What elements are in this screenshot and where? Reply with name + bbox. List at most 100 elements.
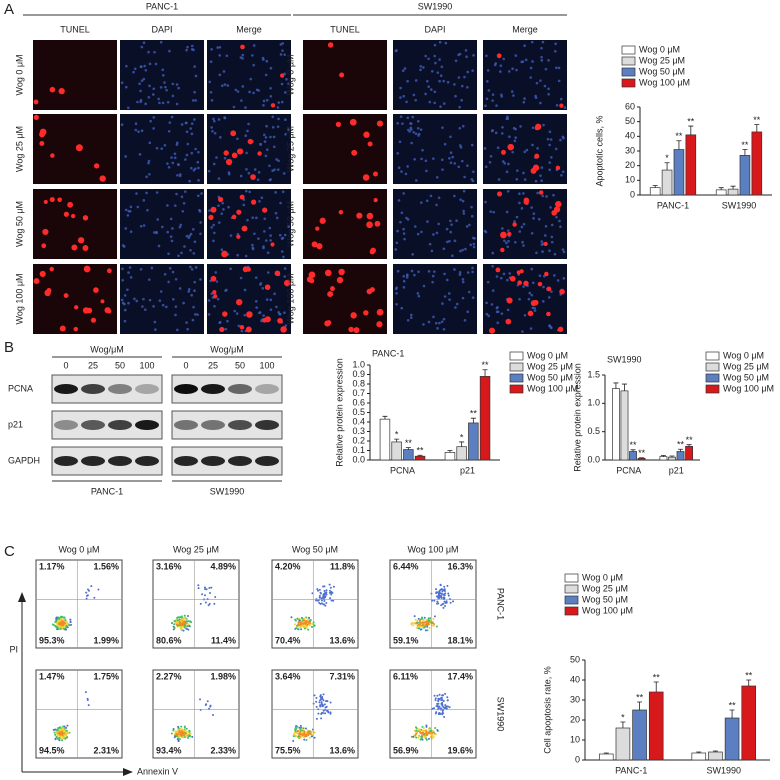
- nucleus: [227, 172, 231, 176]
- nucleus: [518, 297, 521, 301]
- flow-event: [440, 594, 443, 597]
- flow-event: [421, 734, 424, 737]
- y-tick-label: 0.5: [352, 407, 365, 417]
- nucleus: [210, 126, 213, 129]
- flow-event: [318, 601, 321, 604]
- flow-event: [59, 733, 62, 736]
- flow-event: [309, 730, 312, 733]
- nucleus: [416, 292, 420, 295]
- flow-event: [197, 584, 200, 587]
- flow-event: [56, 622, 59, 625]
- flow-event: [429, 729, 432, 732]
- significance: **: [630, 440, 638, 450]
- nucleus: [413, 225, 417, 228]
- nucleus: [216, 46, 219, 49]
- flow-event: [296, 732, 299, 735]
- flow-event: [66, 623, 69, 626]
- nucleus: [283, 53, 286, 56]
- flow-event: [189, 735, 192, 738]
- nucleus: [449, 161, 453, 165]
- nucleus: [185, 48, 188, 52]
- tunel-cell: [59, 325, 66, 332]
- flow-event: [306, 618, 309, 621]
- flow-event: [204, 588, 207, 591]
- blot-band: [174, 384, 198, 394]
- micrograph: [393, 40, 477, 110]
- nucleus: [240, 99, 243, 102]
- nucleus: [276, 106, 280, 109]
- flow-event: [297, 623, 300, 626]
- flow-event: [428, 730, 431, 733]
- y-tick-label: 0.4: [352, 416, 365, 426]
- nucleus: [199, 221, 202, 224]
- nucleus: [123, 302, 126, 306]
- nucleus: [426, 79, 429, 83]
- nucleus: [396, 121, 399, 125]
- tunel-cell: [106, 309, 112, 314]
- nucleus: [139, 89, 142, 93]
- nucleus: [521, 330, 524, 333]
- tunel-cell: [348, 326, 354, 333]
- nucleus: [471, 296, 475, 299]
- nucleus: [458, 271, 462, 274]
- flow-event: [296, 628, 299, 631]
- bar: [727, 188, 739, 196]
- flow-event: [54, 737, 57, 740]
- flow-event: [300, 728, 303, 731]
- nucleus: [544, 224, 548, 228]
- nucleus: [500, 93, 503, 97]
- flow-event: [179, 621, 182, 624]
- nucleus: [281, 190, 285, 194]
- tunel-cell: [559, 103, 564, 108]
- tunel-cell: [507, 143, 515, 151]
- significance: **: [687, 116, 695, 126]
- nucleus: [207, 169, 211, 173]
- nucleus: [215, 156, 218, 159]
- flow-event: [173, 733, 176, 736]
- nucleus: [174, 313, 177, 317]
- error-bar: [686, 444, 692, 447]
- nucleus: [547, 59, 550, 62]
- nucleus: [544, 67, 548, 71]
- nucleus: [276, 125, 280, 129]
- nucleus: [167, 252, 170, 256]
- nucleus: [252, 44, 256, 47]
- nucleus: [540, 59, 544, 62]
- flow-event: [304, 735, 307, 738]
- arrow-head: [18, 592, 26, 602]
- flow-event: [427, 617, 430, 620]
- tunel-cell: [212, 290, 217, 295]
- quadrant-percent: 7.31%: [329, 671, 355, 681]
- nucleus: [192, 48, 195, 52]
- flow-event: [212, 714, 215, 717]
- flow-event: [58, 731, 61, 734]
- blot-band: [255, 384, 279, 394]
- nucleus: [523, 150, 527, 154]
- quadrant-percent: 13.6%: [329, 745, 355, 755]
- nucleus: [450, 223, 453, 226]
- nucleus: [161, 74, 165, 77]
- nucleus: [283, 311, 286, 314]
- nucleus: [181, 209, 185, 213]
- flow-event: [171, 621, 174, 624]
- nucleus: [557, 66, 561, 70]
- flow-event: [329, 701, 332, 704]
- nucleus: [214, 271, 218, 274]
- bar: [685, 446, 693, 461]
- bar: [739, 155, 751, 196]
- dose-label: 25: [208, 360, 218, 370]
- nucleus: [453, 83, 456, 86]
- nucleus: [268, 164, 271, 168]
- nucleus: [460, 159, 464, 163]
- nucleus: [247, 122, 250, 126]
- quadrant-percent: 4.89%: [210, 561, 236, 571]
- micrograph: [120, 40, 204, 110]
- nucleus: [431, 274, 435, 278]
- nucleus: [406, 165, 409, 168]
- error-bar: [664, 162, 670, 171]
- flow-event: [308, 736, 311, 739]
- nucleus: [447, 292, 451, 295]
- nucleus: [529, 327, 533, 330]
- legend-label: Wog 0 μM: [527, 350, 568, 360]
- tunel-cell: [70, 213, 76, 219]
